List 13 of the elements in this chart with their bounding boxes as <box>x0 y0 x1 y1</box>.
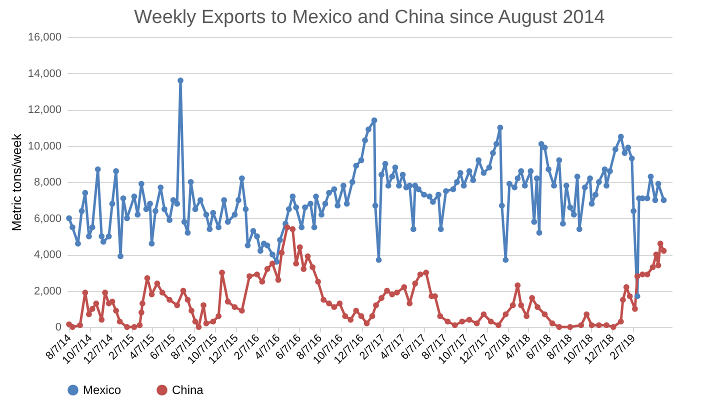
y-tick-label: 2,000 <box>34 285 62 298</box>
legend-label: China <box>172 383 204 398</box>
y-tick-label: 10,000 <box>28 140 62 152</box>
y-tick-label: 8,000 <box>34 176 62 188</box>
legend-label: Mexico <box>83 383 122 398</box>
y-tick-label: 12,000 <box>28 104 62 116</box>
y-tick-label: 6,000 <box>34 212 62 225</box>
y-tick-label: 0 <box>55 322 62 334</box>
y-axis-title: Metric tons/week <box>8 133 24 232</box>
y-tick-label: 4,000 <box>34 249 62 261</box>
chart-title: Weekly Exports to Mexico and China since August 2014 <box>134 7 606 28</box>
y-tick-label: 14,000 <box>28 68 62 80</box>
y-tick-label: 16,000 <box>28 32 62 44</box>
